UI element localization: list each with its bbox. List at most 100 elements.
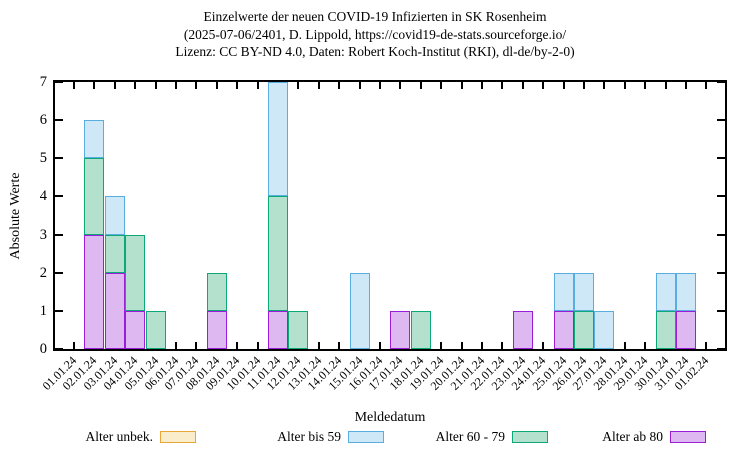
x-tick-bottom — [460, 342, 463, 349]
x-tick-top — [542, 82, 545, 89]
chart-title-line1: Einzelwerte der neuen COVID-19 Infiziert… — [203, 9, 547, 24]
bar-segment — [390, 310, 411, 349]
bar-segment — [349, 272, 370, 349]
bar-segment — [553, 310, 574, 349]
y-tick-label: 6 — [39, 112, 47, 129]
y-tick-right — [717, 348, 725, 350]
x-tick-top — [154, 82, 157, 89]
bar-segment — [104, 196, 125, 235]
bar-segment — [206, 272, 227, 311]
legend-label: Alter bis 59 — [277, 429, 341, 444]
y-tick-label: 2 — [39, 264, 47, 281]
x-tick-bottom — [481, 342, 483, 349]
bar-segment — [512, 310, 533, 349]
bar-segment — [125, 310, 146, 349]
y-tick-right — [717, 233, 725, 236]
x-tick-top — [73, 82, 75, 89]
bar-segment — [574, 310, 594, 349]
x-tick-top — [297, 82, 300, 89]
y-tick-left — [55, 81, 63, 83]
x-tick-top — [644, 82, 647, 89]
y-axis-label: Absolute Werte — [8, 172, 23, 260]
y-tick-left — [55, 119, 63, 122]
bar-segment — [268, 196, 288, 311]
x-tick-bottom — [501, 342, 504, 349]
x-tick-bottom — [175, 342, 177, 349]
bar-segment — [410, 310, 431, 349]
x-tick-bottom — [644, 342, 647, 349]
y-tick-right — [717, 119, 725, 122]
bar-segment — [84, 158, 105, 235]
bar-segment — [206, 310, 227, 349]
x-tick-top — [134, 82, 137, 89]
chart-title: Einzelwerte der neuen COVID-19 Infiziert… — [0, 8, 750, 61]
legend-swatch — [670, 431, 706, 443]
y-tick-left — [55, 309, 63, 312]
x-tick-top — [705, 82, 708, 89]
y-tick-right — [717, 309, 725, 312]
y-tick-left — [55, 195, 63, 198]
bar-segment — [84, 120, 105, 159]
y-tick-left — [55, 348, 63, 350]
x-tick-top — [623, 82, 626, 89]
bar-segment — [655, 272, 676, 311]
x-tick-top — [399, 82, 402, 89]
x-tick-bottom — [236, 342, 239, 349]
y-tick-label: 7 — [39, 74, 47, 90]
x-tick-bottom — [379, 342, 381, 349]
bar-segment — [104, 234, 125, 273]
bar-segment — [104, 272, 125, 349]
x-tick-bottom — [440, 342, 443, 349]
x-tick-top — [501, 82, 504, 89]
bar-segment — [288, 310, 309, 349]
x-tick-top — [236, 82, 239, 89]
x-tick-top — [113, 82, 116, 89]
legend-entry: Alter bis 59 — [277, 429, 384, 445]
bar-segment — [676, 272, 696, 311]
legend-entry: Alter ab 80 — [602, 429, 706, 445]
y-tick-right — [717, 81, 725, 83]
x-tick-top — [440, 82, 443, 89]
bar-segment — [84, 234, 105, 349]
bar-segment — [268, 310, 288, 349]
bar-segment — [574, 272, 594, 311]
x-tick-bottom — [705, 342, 708, 349]
bar-segment — [676, 310, 696, 349]
legend-swatch — [512, 431, 548, 443]
x-tick-bottom — [317, 342, 320, 349]
y-tick-right — [717, 271, 725, 274]
legend-swatch — [160, 431, 196, 443]
legend-swatch — [348, 431, 384, 443]
x-tick-top — [317, 82, 320, 89]
x-tick-bottom — [73, 342, 75, 349]
chart-title-line2: (2025-07-06/2401, D. Lippold, https://co… — [183, 26, 567, 42]
y-tick-left — [55, 271, 63, 274]
x-tick-bottom — [338, 342, 341, 349]
legend-entry: Alter 60 - 79 — [436, 429, 548, 445]
x-tick-top — [603, 82, 606, 89]
y-tick-label: 0 — [39, 341, 47, 357]
x-tick-top — [358, 82, 361, 89]
x-tick-top — [379, 82, 381, 89]
x-tick-bottom — [623, 342, 626, 349]
legend-label: Alter ab 80 — [602, 429, 663, 444]
legend-label: Alter unbek. — [85, 429, 153, 444]
x-tick-top — [664, 82, 667, 89]
plot-frame — [53, 80, 727, 351]
x-tick-top — [195, 82, 198, 89]
y-tick-left — [55, 157, 63, 160]
x-tick-top — [460, 82, 463, 89]
x-tick-bottom — [542, 342, 545, 349]
x-tick-top — [583, 82, 585, 89]
x-tick-top — [93, 82, 96, 89]
y-tick-label: 4 — [39, 188, 47, 205]
y-tick-label: 3 — [39, 226, 47, 243]
x-tick-bottom — [256, 342, 259, 349]
x-tick-top — [215, 82, 218, 89]
legend-label: Alter 60 - 79 — [435, 429, 505, 444]
bar-segment — [594, 310, 615, 349]
x-tick-top — [481, 82, 483, 89]
bar-segment — [268, 82, 288, 197]
x-tick-bottom — [195, 342, 198, 349]
